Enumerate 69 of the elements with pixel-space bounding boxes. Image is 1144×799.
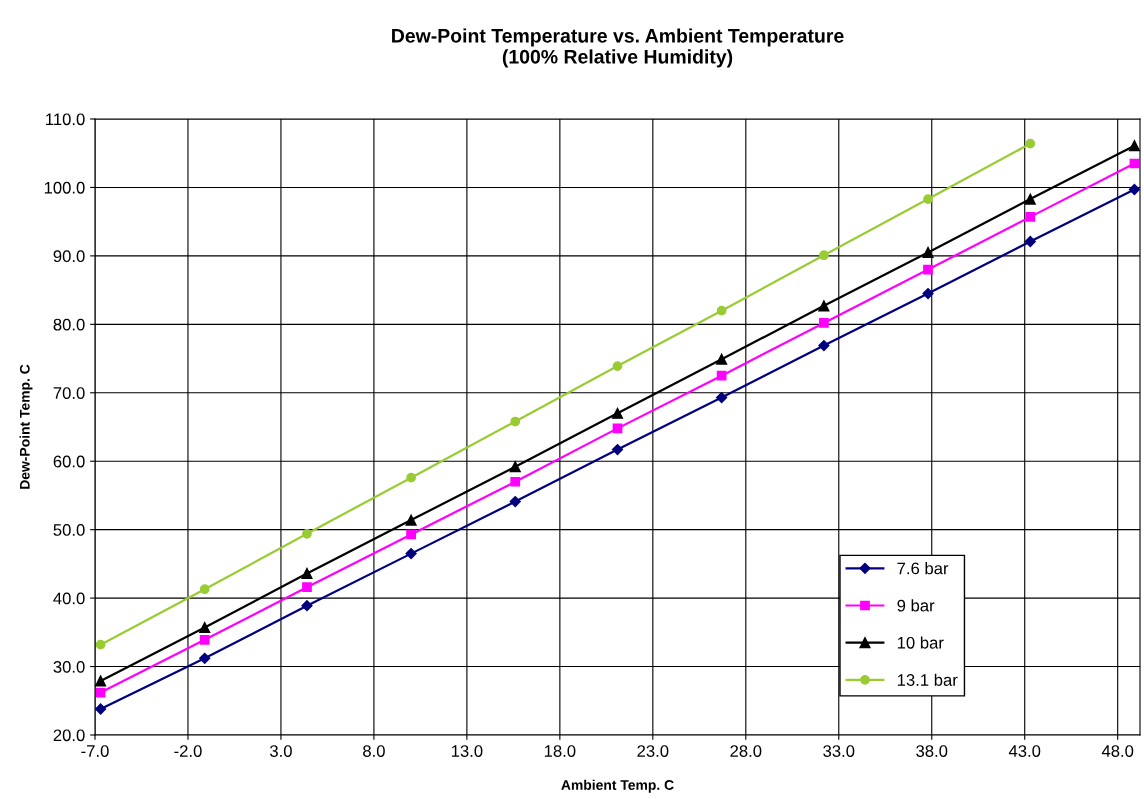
legend-label: 7.6 bar [897, 562, 949, 575]
point [716, 370, 727, 381]
point [716, 353, 728, 365]
chart-title: Dew-Point Temperature vs. Ambient Temperature (100% Relative Humidity) [392, 28, 844, 68]
point [510, 416, 521, 427]
point [611, 443, 624, 456]
x-tick-label: 28.0 [730, 745, 762, 757]
x-tick-label: -2.0 [174, 745, 202, 757]
point [405, 514, 417, 526]
point [819, 250, 829, 261]
x-tick-label: 13.0 [451, 745, 483, 757]
y-tick-label: 70.0 [53, 387, 85, 399]
point [199, 584, 210, 595]
point [302, 528, 312, 539]
legend-label: 13.1 bar [897, 673, 958, 686]
point [923, 264, 933, 275]
point [716, 391, 728, 404]
point [716, 305, 727, 316]
x-tick-label: 18.0 [544, 745, 576, 757]
point [405, 548, 417, 560]
point [1024, 235, 1036, 248]
point [923, 194, 933, 204]
x-tick-label: 38.0 [916, 745, 948, 757]
x-axis-title: Ambient Temp. C [561, 779, 674, 793]
point [302, 582, 312, 593]
point [611, 407, 624, 419]
point [819, 318, 829, 328]
legend-label: 9 bar [897, 599, 935, 612]
point [95, 639, 106, 650]
y-tick-label: 90.0 [53, 250, 85, 263]
y-tick-label: 30.0 [53, 660, 85, 673]
y-tick-label: 40.0 [53, 592, 85, 605]
x-tick-label: 23.0 [637, 745, 669, 757]
point [818, 339, 830, 352]
y-tick-label: 110.0 [46, 113, 85, 126]
point [922, 287, 934, 300]
point [199, 621, 211, 634]
point [406, 472, 416, 483]
point [1128, 183, 1140, 196]
point [199, 652, 211, 664]
point [301, 567, 313, 580]
x-tick-label: 8.0 [363, 745, 385, 757]
point [199, 635, 210, 645]
x-tick-label: -7.0 [81, 745, 109, 757]
x-tick-label: 43.0 [1008, 745, 1041, 757]
point [95, 675, 107, 687]
point [510, 476, 521, 487]
y-tick-label: 20.0 [53, 729, 85, 742]
y-axis-title: Dew-Point Temp. C [19, 364, 33, 489]
point [612, 361, 623, 371]
point [95, 703, 107, 715]
y-tick-label: 50.0 [53, 524, 85, 536]
y-tick-label: 100.0 [44, 181, 85, 194]
point [1025, 138, 1036, 149]
x-tick-label: 3.0 [270, 745, 292, 757]
point [922, 246, 934, 259]
x-tick-label: 48.0 [1101, 745, 1134, 757]
point [406, 529, 416, 540]
x-tick-label: 33.0 [823, 745, 855, 757]
point [1128, 140, 1140, 152]
point [818, 300, 830, 312]
point [1025, 212, 1036, 222]
point [1024, 193, 1036, 205]
point [509, 461, 521, 473]
y-tick-label: 60.0 [53, 455, 85, 468]
y-tick-label: 80.0 [53, 318, 85, 331]
point [509, 495, 521, 508]
point [301, 600, 313, 612]
legend-label: 10 bar [897, 636, 944, 649]
